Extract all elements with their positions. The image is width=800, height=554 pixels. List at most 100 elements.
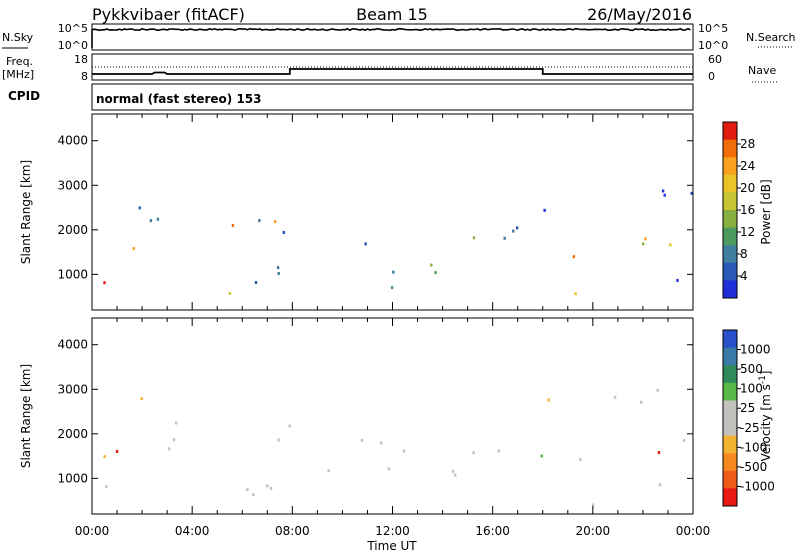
heatmap-cell [174,421,178,425]
time-axis: 00:00 04:00 08:00 12:00 16:00 20:00 00:00 [75,524,711,538]
ytick-label: 3000 [57,178,88,192]
heatmap-cell [327,469,330,473]
heatmap-cell [613,395,617,399]
freq-trace [92,68,693,75]
colorbar-swatch [723,365,737,384]
heatmap-cell [390,286,394,290]
heatmap-cell [591,503,595,507]
nsearch-tick-top: 10^5 [698,22,728,35]
freq-label-2: [MHz] [2,68,34,81]
heatmap-cell [644,237,647,241]
colorbar-swatch [723,122,737,141]
heatmap-cell [277,438,280,442]
heatmap-cell [430,263,433,267]
colorbar-swatch [723,453,737,472]
heatmap-cell [516,226,519,230]
heatmap-cell [676,278,679,282]
heatmap-cell [228,292,232,295]
freq-tick-top: 18 [74,53,88,66]
heatmap-cell [246,488,249,492]
nsky-label: N.Sky [2,31,34,44]
ytick-label: 2000 [57,427,88,441]
colorbar-tick-label: 20 [740,181,755,195]
heatmap-cell [172,438,176,442]
heatmap-cell [640,400,643,404]
nave-tick-bottom: 0 [708,70,715,83]
colorbar-swatch [723,227,737,246]
heatmap-cell [276,266,280,270]
heatmap-cell [266,484,269,488]
nave-tick-top: 60 [708,53,722,66]
colorbar-tick-label: -500 [740,460,767,474]
heatmap-cell [579,458,582,462]
time-tick-label: 00:00 [75,524,110,538]
colorbar-swatch [723,400,737,419]
nsearch-tick-bottom: 10^0 [698,39,728,52]
heatmap-cell [661,189,665,193]
colorbar-tick-label: 4 [740,269,748,283]
heatmap-cell [149,219,153,223]
heatmap-cell [472,451,475,455]
colorbar-swatch [723,488,737,507]
colorbar-swatch [723,139,737,158]
radar-title: Pykkvibaer (fitACF) [92,5,245,24]
heatmap-cell [269,486,273,490]
heatmap-cell [512,229,515,233]
colorbar-tick-label: 1000 [740,343,771,357]
heatmap-cell [682,439,686,442]
heatmap-cell [451,469,455,473]
ytick-label: 3000 [57,382,88,396]
colorbar-tick-label: 28 [740,137,755,151]
heatmap-cell [387,467,391,471]
heatmap-cell [402,449,406,453]
velocity-cbar-label: Velocity [m s-1] [758,371,773,462]
beam-title: Beam 15 [356,5,428,24]
heatmap-cell [274,220,277,224]
freq-tick-bottom: 8 [81,70,88,83]
time-tick-label: 08:00 [275,524,310,538]
heatmap-cell [231,223,235,227]
heatmap-cell [690,191,693,195]
heatmap-cell [434,271,437,275]
heatmap-cell [392,270,395,274]
heatmap-cell [254,281,258,284]
freq-label-1: Freq. [6,55,33,68]
heatmap-cell [282,231,285,234]
heatmap-cell [115,449,119,453]
heatmap-cell [364,242,367,246]
colorbar-tick-label: 16 [740,203,755,217]
power-heatmap [103,189,693,296]
colorbar-swatch [723,192,737,211]
colorbar-tick-label: -100 [740,440,767,454]
heatmap-cell [132,247,135,251]
heatmap-cell [288,424,291,428]
colorbar-swatch [723,174,737,193]
ytick-label: 2000 [57,223,88,237]
freq-panel: Freq. [MHz] 18 8 60 0 Nave [2,53,778,83]
colorbar-tick-label: 25 [740,401,755,415]
time-tick-label: 20:00 [576,524,611,538]
colorbar-tick-label: -25 [740,421,760,435]
heatmap-cell [656,388,659,392]
time-tick-label: 00:00 [676,524,711,538]
colorbar-swatch [723,330,737,349]
nsky-trace [91,27,691,48]
velocity-panel: 1000 2000 3000 4000 Slant Range [km] 1000 50… [19,317,775,515]
heatmap-cell [168,447,171,451]
heatmap-cell [658,483,662,487]
power-xaxis-ticks [91,114,694,310]
velocity-yaxis: 1000 2000 3000 4000 [57,338,693,485]
heatmap-cell [497,449,500,453]
heatmap-cell [380,441,383,445]
colorbar-tick-label: -1000 [740,479,775,493]
heatmap-cell [540,454,543,458]
velocity-colorbar: 1000 500 100 25 -25 -100 -500 -1000 [722,329,775,507]
time-tick-label: 16:00 [475,524,510,538]
colorbar-tick-label: 24 [740,159,755,173]
colorbar-tick-label: 12 [740,225,755,239]
heatmap-cell [543,208,546,212]
heatmap-cell [105,485,108,489]
heatmap-cell [547,398,550,402]
nave-label: Nave [748,64,776,77]
